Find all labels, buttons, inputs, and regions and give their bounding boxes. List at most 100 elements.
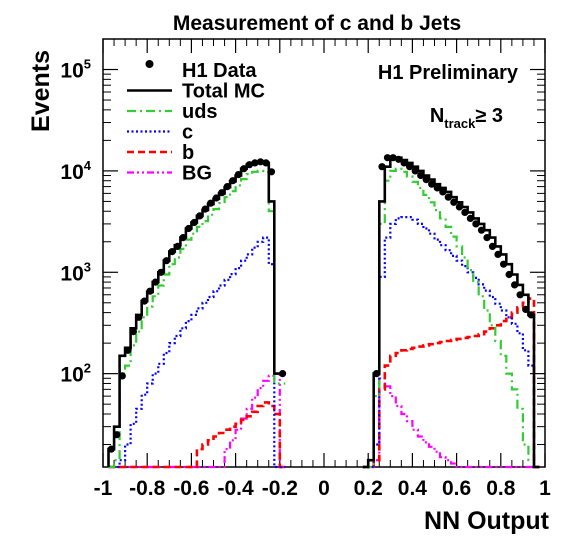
data-point	[256, 158, 265, 166]
data-point	[500, 260, 508, 268]
data-point	[406, 163, 414, 171]
data-point	[510, 281, 519, 289]
legend-swatch-h1-data	[145, 60, 154, 68]
data-point	[240, 165, 248, 173]
data-point	[279, 370, 287, 378]
data-point	[450, 198, 458, 206]
x-tick-label: -0.4	[218, 477, 255, 500]
data-point	[455, 203, 463, 211]
data-point	[444, 193, 452, 201]
x-tick-label: 0	[318, 477, 330, 500]
data-point	[477, 226, 486, 234]
y-tick-exponent: 5	[84, 57, 91, 72]
data-point	[212, 194, 220, 202]
y-tick-label: 102	[60, 361, 91, 387]
data-point	[522, 305, 530, 313]
y-tick-label: 103	[60, 259, 91, 285]
data-point	[411, 167, 419, 175]
data-point	[201, 205, 209, 213]
data-point	[229, 177, 237, 185]
y-tick-base: 10	[60, 364, 83, 387]
y-tick-base: 10	[60, 60, 83, 83]
x-tick-label: 0.2	[354, 477, 383, 500]
data-point	[179, 234, 187, 242]
data-point	[151, 278, 160, 286]
data-point	[223, 183, 231, 191]
data-point	[389, 154, 397, 162]
legend-label-c: c	[182, 122, 193, 144]
data-point	[422, 176, 430, 184]
data-point	[516, 291, 524, 299]
data-point	[218, 189, 226, 197]
track-cut-subscript: track	[444, 116, 476, 131]
data-point	[146, 287, 154, 295]
series-bg-right	[362, 377, 540, 469]
track-cut-label: Ntrack≥ 3	[430, 105, 503, 131]
y-axis-title: Events	[27, 50, 55, 132]
data-point	[466, 214, 474, 222]
data-point	[107, 445, 115, 453]
data-point	[400, 159, 408, 167]
data-point	[157, 268, 165, 276]
legend-label-uds: uds	[182, 101, 218, 123]
data-point	[135, 313, 143, 321]
series-bg-left	[108, 372, 286, 469]
data-point	[129, 328, 137, 336]
x-axis: -1 -0.8 -0.6 -0.4 -0.2 0 0.2 0.4 0.6 0.8 1	[94, 39, 551, 500]
data-point	[262, 159, 270, 167]
y-tick-label: 105	[60, 57, 91, 83]
data-point	[207, 199, 215, 207]
y-tick-exponent: 2	[84, 361, 91, 376]
series-b-left	[108, 401, 286, 469]
data-point	[196, 212, 204, 220]
legend-label-b: b	[182, 142, 194, 164]
x-axis-title: NN Output	[424, 507, 550, 535]
preliminary-label: H1 Preliminary	[378, 62, 519, 84]
x-tick-label: 0.4	[398, 477, 428, 500]
data-point	[395, 155, 403, 163]
data-point	[174, 242, 182, 250]
data-point	[234, 171, 242, 179]
data-point	[383, 154, 392, 162]
data-point	[439, 188, 447, 196]
data-point	[162, 257, 171, 265]
data-point	[190, 218, 198, 227]
data-point	[428, 180, 436, 188]
data-point	[483, 234, 491, 242]
data-point	[124, 346, 132, 354]
data-point	[185, 224, 193, 233]
y-tick-exponent: 4	[84, 158, 92, 173]
data-point	[494, 250, 502, 258]
series-b-right	[362, 297, 540, 469]
x-tick-label: 1	[539, 477, 551, 500]
series-c-right	[362, 216, 540, 469]
y-tick-base: 10	[60, 161, 83, 184]
y-tick-label: 104	[60, 158, 91, 184]
data-points-layer	[107, 154, 535, 453]
data-point	[168, 248, 176, 256]
legend-label-bg: BG	[182, 163, 212, 185]
data-point	[378, 163, 386, 171]
data-point	[140, 297, 148, 305]
series-layer	[107, 156, 540, 469]
x-tick-label: 0.6	[442, 477, 471, 500]
x-tick-label: -0.6	[173, 477, 209, 500]
data-point	[245, 161, 253, 169]
data-point	[417, 171, 425, 180]
x-tick-label: 0.8	[486, 477, 516, 500]
x-tick-label: -0.8	[129, 477, 166, 500]
data-point	[488, 242, 497, 250]
series-uds-right	[362, 167, 540, 469]
x-tick-label: -0.2	[262, 477, 298, 500]
data-point	[267, 168, 276, 176]
series-c-left	[108, 236, 286, 469]
x-tick-label: -1	[94, 477, 113, 500]
legend-label-total-mc: Total MC	[182, 81, 265, 103]
data-point	[118, 372, 126, 380]
data-point	[433, 184, 441, 192]
data-point	[472, 220, 480, 228]
data-point	[372, 370, 381, 378]
data-point	[461, 208, 469, 216]
